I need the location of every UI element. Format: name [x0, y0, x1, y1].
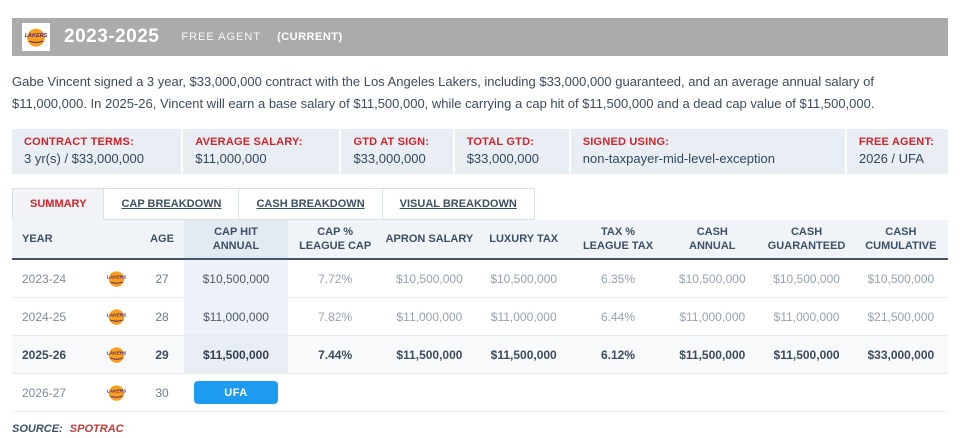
source-spotrac-link[interactable]: SPOTRAC — [69, 423, 124, 435]
term-label: AVERAGE SALARY: — [195, 136, 303, 148]
term-label: FREE AGENT: — [858, 136, 935, 148]
term-value: non-taxpayer-mid-level-exception — [582, 151, 775, 166]
col-cash-cumulative: CASH CUMULATIVE — [865, 226, 937, 252]
term-total-gtd: TOTAL GTD: $33,000,000 — [455, 129, 571, 174]
term-free-agent: FREE AGENT: 2026 / UFA — [847, 129, 948, 174]
source-label: SOURCE: — [12, 423, 63, 435]
term-gtd-at-sign: GTD AT SIGN: $33,000,000 — [341, 129, 455, 174]
col-team-logo — [92, 220, 140, 258]
lakers-logo-icon: LAKERS — [25, 28, 47, 47]
season-range-title: 2023-2025 — [64, 26, 160, 47]
lakers-logo-icon: LAKERS — [92, 374, 140, 411]
table-row-current-season: 2025-26 LAKERS 29 $11,500,000 7.44% $11,… — [12, 336, 948, 374]
team-logo-box: LAKERS — [22, 23, 50, 51]
current-status-label: (CURRENT) — [277, 31, 343, 43]
lakers-logo-icon: LAKERS — [92, 298, 140, 335]
breakdown-tabs: SUMMARY CAP BREAKDOWN CASH BREAKDOWN VIS… — [12, 188, 948, 220]
contract-summary-text: Gabe Vincent signed a 3 year, $33,000,00… — [12, 74, 875, 111]
source-attribution: SOURCE: SPOTRAC — [12, 423, 948, 435]
svg-text:LAKERS: LAKERS — [107, 275, 126, 281]
term-value: $33,000,000 — [466, 151, 539, 166]
season-header-bar: LAKERS 2023-2025 FREE AGENT (CURRENT) — [12, 18, 948, 56]
lakers-logo-icon: LAKERS — [92, 260, 140, 297]
term-value: $11,000,000 — [195, 151, 267, 166]
col-luxury-tax: LUXURY TAX — [489, 233, 559, 245]
col-cash-guaranteed: CASH GUARANTEED — [767, 226, 846, 252]
col-cap-hit-annual: CAP HIT ANNUAL — [184, 220, 288, 258]
col-cash-annual: CASH ANNUAL — [689, 226, 736, 252]
col-age: AGE — [150, 233, 174, 245]
term-contract-terms: CONTRACT TERMS: 3 yr(s) / $33,000,000 — [12, 129, 184, 174]
term-label: SIGNED USING: — [582, 136, 670, 148]
term-value: 2026 / UFA — [858, 151, 924, 166]
ufa-badge-button[interactable]: UFA — [194, 381, 278, 404]
col-cap-pct-league-cap: CAP % LEAGUE CAP — [299, 226, 372, 252]
term-average-salary: AVERAGE SALARY: $11,000,000 — [183, 129, 342, 174]
svg-text:LAKERS: LAKERS — [25, 33, 47, 39]
term-label: TOTAL GTD: — [466, 136, 535, 148]
svg-text:LAKERS: LAKERS — [107, 313, 126, 319]
tab-summary[interactable]: SUMMARY — [12, 188, 105, 220]
term-label: GTD AT SIGN: — [353, 136, 430, 148]
table-row-free-agent-year: 2026-27 LAKERS 30 UFA — [12, 374, 948, 412]
svg-text:LAKERS: LAKERS — [107, 389, 126, 395]
term-signed-using: SIGNED USING: non-taxpayer-mid-level-exc… — [571, 129, 847, 174]
term-value: 3 yr(s) / $33,000,000 — [24, 151, 144, 166]
lakers-logo-icon: LAKERS — [92, 336, 140, 373]
term-value: $33,000,000 — [353, 151, 426, 166]
term-label: CONTRACT TERMS: — [24, 136, 134, 148]
col-year: YEAR — [22, 233, 53, 245]
svg-text:LAKERS: LAKERS — [107, 351, 126, 357]
salary-table-header: YEAR AGE CAP HIT ANNUAL CAP % LEAGUE CAP… — [12, 220, 948, 260]
table-row: 2023-24 LAKERS 27 $10,500,000 7.72% $10,… — [12, 260, 948, 298]
contract-terms-strip: CONTRACT TERMS: 3 yr(s) / $33,000,000 AV… — [12, 129, 948, 174]
tab-cash-breakdown[interactable]: CASH BREAKDOWN — [239, 188, 383, 220]
col-apron-salary: APRON SALARY — [385, 233, 474, 245]
tab-visual-breakdown[interactable]: VISUAL BREAKDOWN — [382, 188, 535, 220]
col-tax-pct-league-tax: TAX % LEAGUE TAX — [582, 226, 654, 252]
contract-type-label: FREE AGENT — [181, 31, 262, 43]
table-row: 2024-25 LAKERS 28 $11,000,000 7.82% $11,… — [12, 298, 948, 336]
tab-cap-breakdown[interactable]: CAP BREAKDOWN — [104, 188, 240, 220]
